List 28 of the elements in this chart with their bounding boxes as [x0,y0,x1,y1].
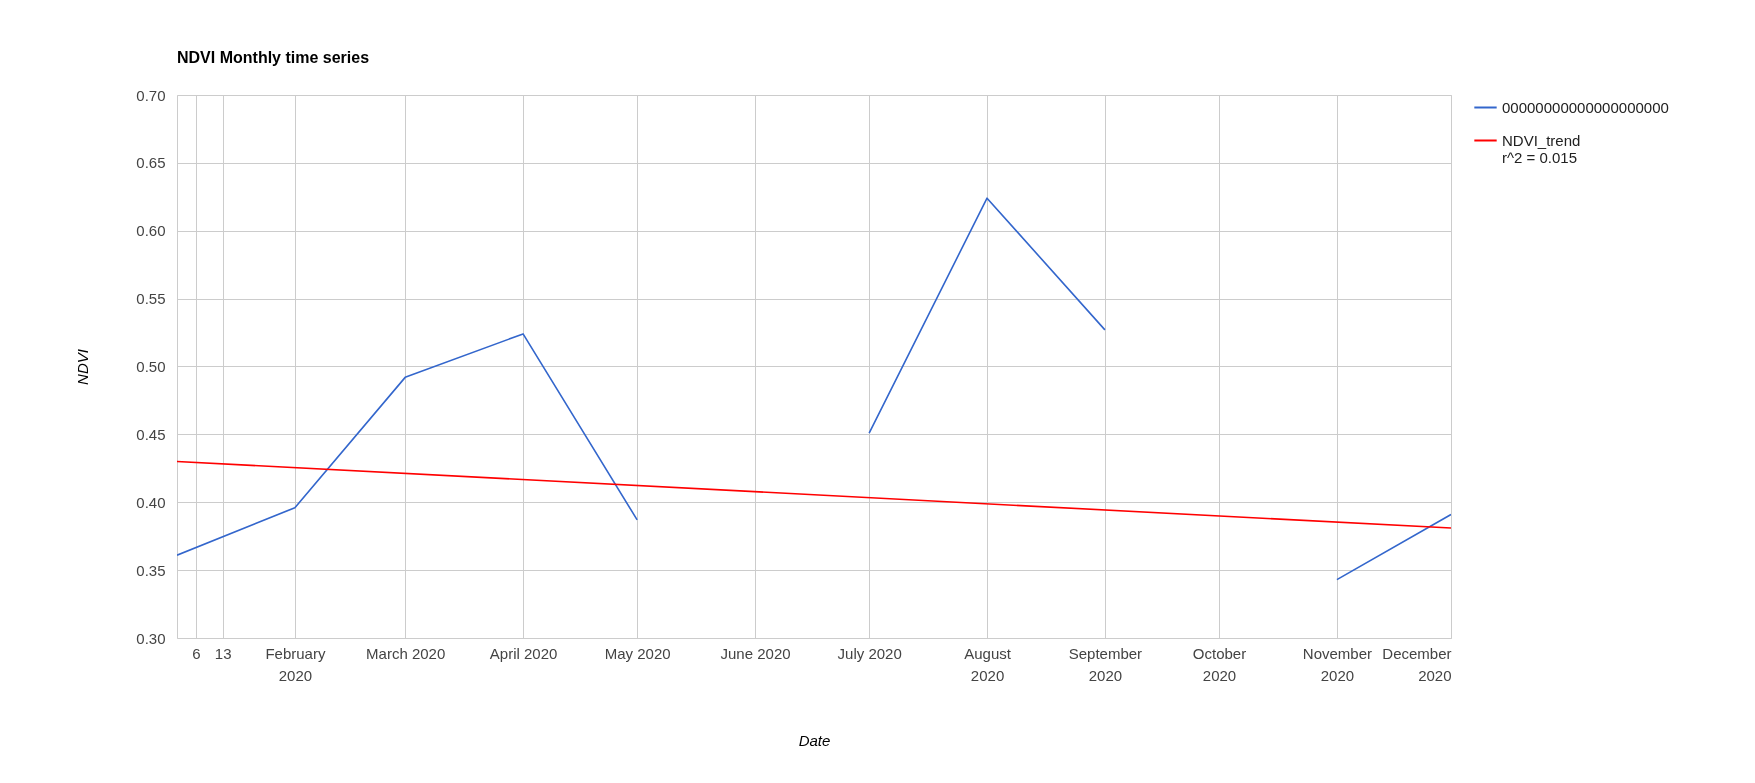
y-tick-label: 0.70 [136,86,166,104]
x-axis-title: Date [798,731,831,749]
x-tick-label: 13 [214,644,232,662]
x-tick-label: March 2020 [366,644,446,662]
x-tick-label: June 2020 [720,644,791,662]
x-tick-label: February 2020 [265,644,326,684]
y-tick-label: 0.45 [136,425,166,443]
x-tick-label: August 2020 [964,644,1012,684]
x-tick-label: 6 [192,644,201,662]
legend-label: 00000000000000000000 [1502,98,1669,116]
y-axis-title: NDVI [74,349,92,385]
x-tick-label: October 2020 [1192,644,1247,684]
y-tick-label: 0.55 [136,290,166,308]
y-tick-label: 0.30 [136,629,166,647]
x-tick-label: July 2020 [837,644,902,662]
x-tick-label: May 2020 [604,644,671,662]
legend-label: NDVI_trend [1502,131,1581,149]
chart-title: NDVI Monthly time series [177,49,370,66]
y-tick-label: 0.65 [136,154,166,172]
x-tick-label: November 2020 [1302,644,1373,684]
x-tick-label: December 2020 [1382,644,1452,684]
y-tick-label: 0.35 [136,561,166,579]
text: r^2 = 0.015 [1502,149,1578,166]
y-tick-label: 0.60 [136,222,166,240]
x-tick-label: September 2020 [1068,644,1143,684]
x-tick-label: April 2020 [489,644,558,662]
y-tick-label: 0.40 [136,493,166,511]
y-tick-label: 0.50 [136,358,166,375]
